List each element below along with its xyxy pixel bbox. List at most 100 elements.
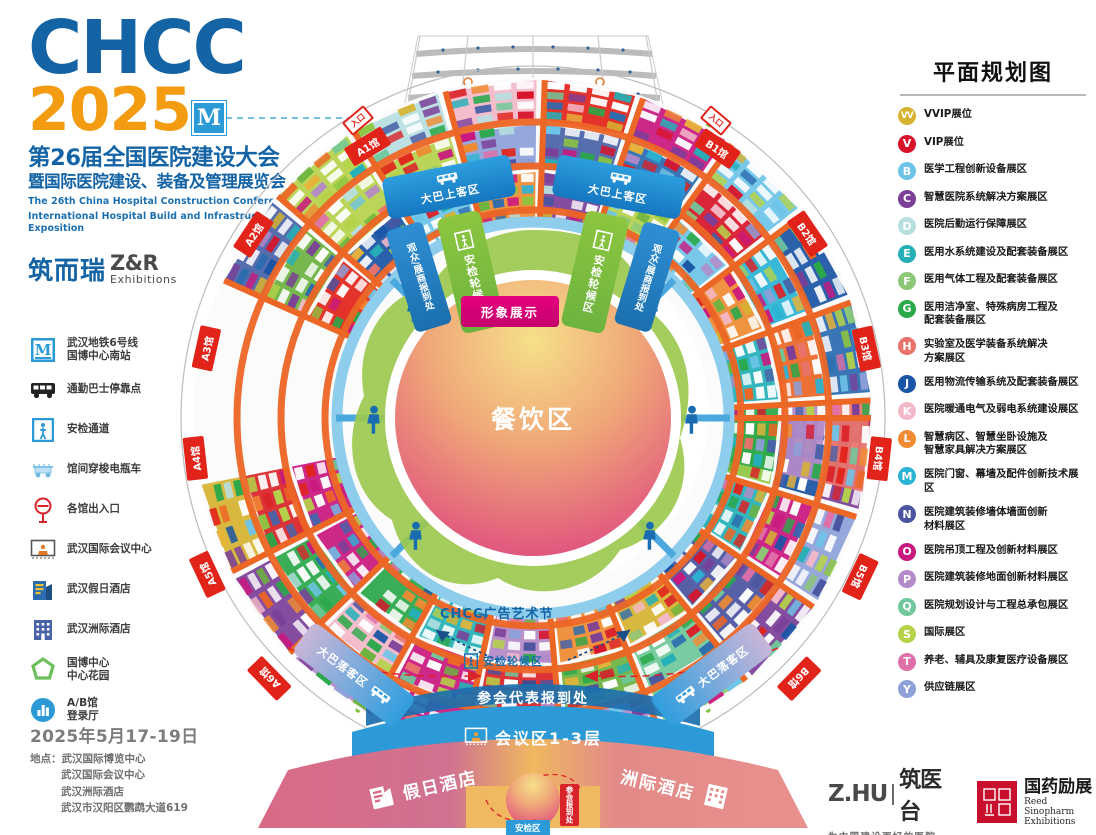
booth-cell[interactable] bbox=[517, 111, 534, 119]
booth-cell[interactable] bbox=[720, 551, 735, 567]
booth-cell[interactable] bbox=[813, 260, 828, 280]
booth-cell[interactable] bbox=[226, 262, 241, 282]
booth-cell[interactable] bbox=[805, 527, 819, 545]
security-queue-left[interactable]: 安检轮候区 bbox=[436, 209, 506, 335]
booth-cell[interactable] bbox=[752, 453, 763, 467]
booth-cell[interactable] bbox=[843, 305, 856, 325]
booth-cell[interactable] bbox=[755, 438, 765, 452]
booth-cell[interactable] bbox=[719, 311, 733, 326]
booth-cell[interactable] bbox=[627, 142, 645, 155]
booth-cell[interactable] bbox=[671, 249, 685, 263]
booth-cell[interactable] bbox=[736, 230, 753, 247]
booth-cell[interactable] bbox=[785, 252, 800, 270]
booth-cell[interactable] bbox=[567, 103, 585, 113]
booth-cell[interactable] bbox=[213, 483, 225, 502]
booth-cell[interactable] bbox=[839, 374, 849, 392]
booth-cell[interactable] bbox=[302, 497, 316, 513]
booth-cell[interactable] bbox=[765, 610, 782, 628]
booth-cell[interactable] bbox=[782, 517, 796, 534]
booth-cell[interactable] bbox=[770, 587, 786, 605]
booth-cell[interactable] bbox=[711, 615, 728, 631]
booth-cell[interactable] bbox=[426, 659, 443, 672]
booth-cell[interactable] bbox=[780, 622, 797, 641]
booth-cell[interactable] bbox=[266, 283, 281, 301]
booth-cell[interactable] bbox=[317, 188, 334, 205]
booth-cell[interactable] bbox=[462, 142, 479, 154]
booth-cell[interactable] bbox=[795, 568, 810, 587]
booth-cell[interactable] bbox=[766, 384, 777, 398]
booth-cell[interactable] bbox=[409, 131, 427, 144]
legend-item-vv[interactable]: VV VVIP展位 bbox=[898, 106, 1088, 125]
booth-cell[interactable] bbox=[451, 98, 469, 109]
booth-cell[interactable] bbox=[586, 621, 601, 633]
booth-cell[interactable] bbox=[264, 562, 279, 580]
metro-station-badge[interactable]: M bbox=[192, 101, 226, 135]
booth-cell[interactable] bbox=[545, 125, 561, 135]
booth-cell[interactable] bbox=[479, 128, 496, 139]
booth-cell[interactable] bbox=[249, 596, 266, 615]
booth-cell[interactable] bbox=[725, 601, 742, 618]
booth-cell[interactable] bbox=[295, 196, 313, 214]
booth-cell[interactable] bbox=[244, 272, 259, 290]
booth-cell[interactable] bbox=[421, 628, 437, 641]
booth-cell[interactable] bbox=[263, 614, 280, 633]
booth-cell[interactable] bbox=[507, 197, 519, 207]
booth-cell[interactable] bbox=[355, 545, 369, 560]
booth-cell[interactable] bbox=[604, 626, 619, 639]
booth-cell[interactable] bbox=[726, 325, 739, 339]
booth-cell[interactable] bbox=[639, 110, 658, 123]
booth-cell[interactable] bbox=[811, 358, 823, 375]
booth-cell[interactable] bbox=[497, 112, 514, 121]
booth-cell[interactable] bbox=[752, 370, 764, 384]
booth-cell[interactable] bbox=[749, 355, 761, 369]
booth-cell[interactable] bbox=[209, 507, 222, 527]
booth-cell[interactable] bbox=[235, 267, 250, 286]
booth-cell[interactable] bbox=[845, 468, 856, 487]
booth-cell[interactable] bbox=[710, 171, 728, 187]
booth-cell[interactable] bbox=[745, 222, 761, 240]
booth-cell[interactable] bbox=[253, 276, 268, 294]
booth-cell[interactable] bbox=[361, 235, 377, 250]
booth-cell[interactable] bbox=[494, 92, 513, 101]
booth-cell[interactable] bbox=[559, 639, 573, 650]
booth-cell[interactable] bbox=[859, 372, 869, 391]
legend-item-f[interactable]: F 医用气体工程及配套装备展区 bbox=[898, 271, 1088, 290]
booth-cell[interactable] bbox=[641, 159, 658, 173]
booth-cell[interactable] bbox=[369, 244, 384, 259]
booth-cell[interactable] bbox=[616, 662, 633, 675]
booth-cell[interactable] bbox=[346, 533, 361, 548]
booth-cell[interactable] bbox=[771, 304, 784, 321]
legend-item-d[interactable]: D 医院后勤运行保障展区 bbox=[898, 216, 1088, 235]
booth-cell[interactable] bbox=[295, 277, 309, 294]
booth-cell[interactable] bbox=[801, 320, 814, 337]
booth-cell[interactable] bbox=[710, 203, 727, 220]
booth-cell[interactable] bbox=[322, 220, 338, 237]
booth-cell[interactable] bbox=[380, 161, 397, 176]
booth-cell[interactable] bbox=[285, 522, 299, 539]
booth-cell[interactable] bbox=[752, 250, 768, 267]
booth-cell[interactable] bbox=[698, 640, 716, 656]
booth-cell[interactable] bbox=[741, 566, 756, 583]
booth-cell[interactable] bbox=[680, 167, 698, 183]
booth-cell[interactable] bbox=[741, 451, 752, 465]
booth-cell[interactable] bbox=[268, 471, 280, 488]
booth-cell[interactable] bbox=[445, 613, 460, 626]
booth-cell[interactable] bbox=[388, 608, 404, 623]
booth-cell[interactable] bbox=[521, 185, 534, 194]
booth-cell[interactable] bbox=[298, 587, 314, 605]
booth-cell[interactable] bbox=[386, 130, 404, 144]
booth-cell[interactable] bbox=[786, 598, 803, 617]
booth-cell[interactable] bbox=[437, 148, 454, 161]
booth-cell[interactable] bbox=[314, 247, 330, 264]
booth-cell[interactable] bbox=[523, 642, 536, 651]
booth-cell[interactable] bbox=[702, 182, 719, 199]
booth-cell[interactable] bbox=[772, 282, 787, 300]
booth-cell[interactable] bbox=[405, 121, 424, 135]
booth-cell[interactable] bbox=[755, 545, 770, 562]
booth-cell[interactable] bbox=[506, 652, 520, 662]
booth-cell[interactable] bbox=[697, 242, 713, 258]
booth-cell[interactable] bbox=[494, 627, 507, 638]
booth-cell[interactable] bbox=[498, 126, 515, 136]
booth-cell[interactable] bbox=[655, 127, 674, 141]
booth-cell[interactable] bbox=[264, 531, 279, 549]
